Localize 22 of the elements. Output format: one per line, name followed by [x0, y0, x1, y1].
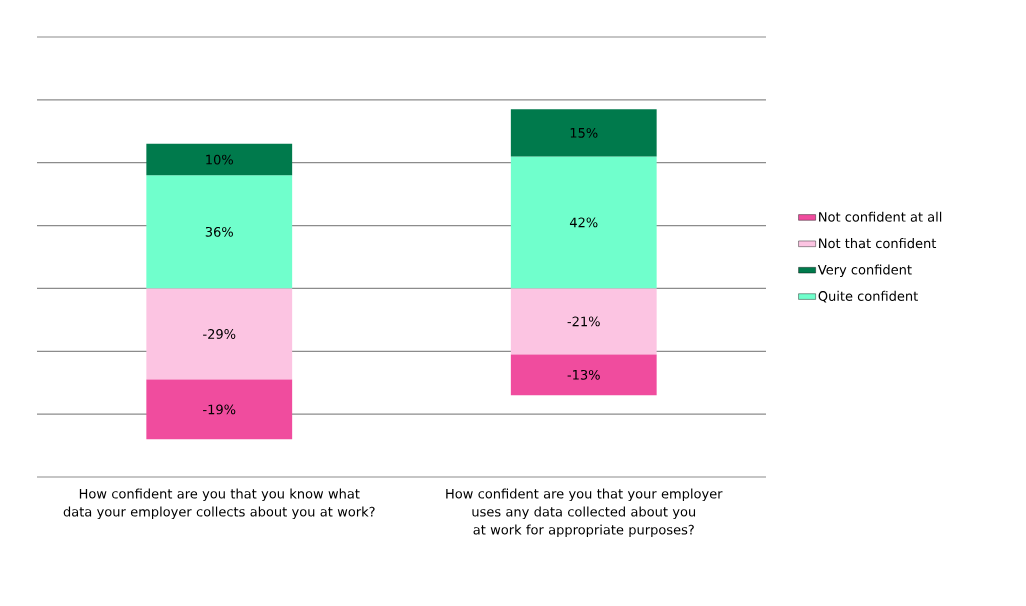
bar [510, 156, 657, 289]
bar [510, 288, 657, 355]
data-label: -21% [567, 316, 600, 327]
data-label: 42% [569, 217, 598, 228]
bar [510, 354, 657, 396]
legend-label: Quite confident [818, 290, 918, 303]
bar [146, 175, 293, 289]
data-label: -13% [567, 369, 600, 380]
legend-label: Very confident [817, 264, 912, 278]
data-label: -19% [203, 404, 236, 415]
x-tick-label: How confident are you that your employer uses any data collected about you at work for appropriate purposes? [446, 488, 723, 538]
data-label: -29% [203, 329, 236, 339]
data-label: 15% [570, 127, 598, 138]
bar [510, 109, 657, 157]
legend-label: Not confident at all [819, 211, 942, 222]
bar [146, 379, 293, 440]
data-label: 36% [205, 226, 233, 237]
data-label: 10% [206, 154, 233, 165]
bar [146, 288, 293, 380]
legend-label: Not that confident [819, 238, 937, 249]
x-tick-label: How confident are you that you know what data your employer collects about you at work? [63, 488, 375, 520]
bar [146, 143, 293, 176]
